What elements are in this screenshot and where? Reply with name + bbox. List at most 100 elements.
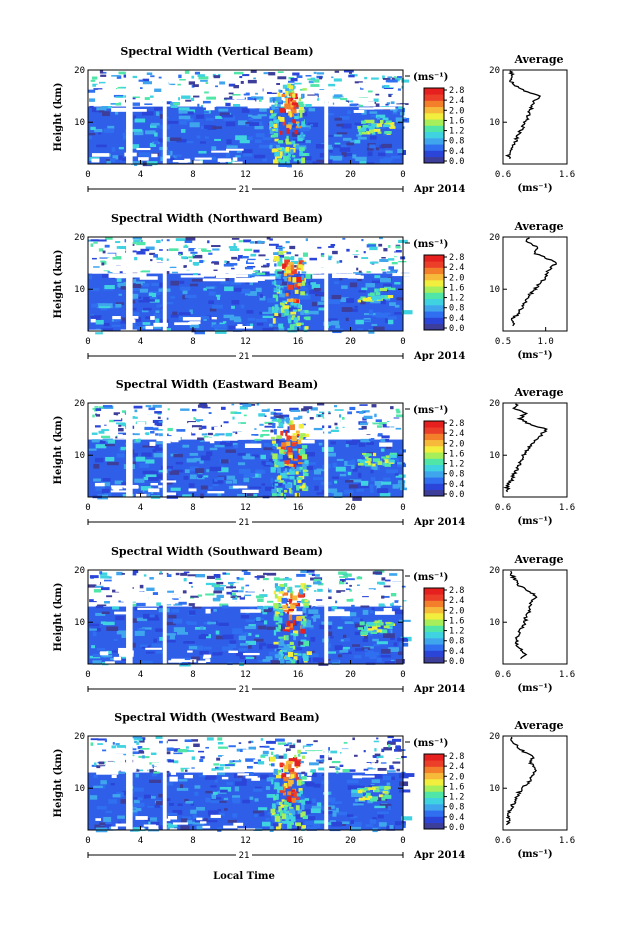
field-gap bbox=[207, 491, 225, 494]
field-gap bbox=[244, 596, 256, 601]
field-cell bbox=[346, 99, 349, 103]
spike-cell bbox=[291, 435, 297, 442]
field-cell bbox=[188, 256, 194, 259]
spike-cell bbox=[299, 781, 305, 785]
spike-cell bbox=[274, 156, 278, 162]
field-gap bbox=[384, 581, 402, 584]
data-gap-band bbox=[324, 237, 329, 331]
field-cell bbox=[296, 75, 303, 79]
x-tick-label: 20 bbox=[345, 337, 356, 347]
spike-cell bbox=[269, 123, 275, 127]
field-cell bbox=[102, 405, 113, 408]
average-profile-line bbox=[509, 570, 538, 660]
field-cell bbox=[259, 294, 263, 298]
field-cell bbox=[398, 619, 411, 622]
field-cell bbox=[386, 469, 398, 474]
field-cell bbox=[212, 791, 218, 795]
field-cell bbox=[141, 756, 150, 759]
field-cell bbox=[250, 70, 257, 73]
field-cell bbox=[331, 606, 338, 609]
field-cell bbox=[200, 756, 205, 759]
field-cell bbox=[201, 425, 207, 429]
field-gap bbox=[194, 603, 213, 607]
field-cell bbox=[341, 307, 353, 312]
field-cell bbox=[189, 122, 200, 128]
field-cell bbox=[364, 76, 368, 80]
spike-cell bbox=[292, 277, 297, 283]
field-cell bbox=[258, 254, 266, 258]
field-cell bbox=[214, 478, 218, 482]
spike-cell bbox=[279, 302, 283, 305]
field-cell bbox=[235, 652, 245, 657]
field-cell bbox=[326, 463, 331, 469]
field-cell bbox=[179, 78, 186, 81]
field-gap bbox=[184, 774, 193, 779]
field-cell bbox=[232, 441, 238, 446]
field-cell bbox=[369, 819, 377, 824]
field-gap bbox=[107, 265, 127, 271]
field-cell bbox=[352, 737, 355, 741]
field-gap bbox=[100, 651, 109, 656]
field-cell bbox=[225, 449, 236, 453]
avg-x-tick-label: 1.6 bbox=[559, 836, 575, 846]
blob-cell bbox=[365, 628, 373, 633]
field-cell bbox=[389, 602, 394, 606]
date-day-bg bbox=[236, 517, 252, 527]
field-cell bbox=[330, 750, 337, 754]
field-gap bbox=[294, 754, 307, 757]
field-cell bbox=[287, 742, 293, 745]
field-cell bbox=[217, 737, 223, 741]
field-cell bbox=[396, 768, 400, 772]
field-cell bbox=[225, 764, 235, 767]
field-cell bbox=[246, 765, 253, 769]
field-cell bbox=[362, 638, 369, 643]
spike-cell bbox=[289, 114, 294, 117]
average-frame bbox=[502, 236, 568, 332]
field-cell bbox=[150, 752, 157, 756]
field-gap bbox=[331, 417, 342, 420]
field-cell bbox=[387, 740, 392, 743]
field-cell bbox=[191, 328, 196, 333]
spike-cell bbox=[269, 128, 274, 134]
field-cell bbox=[94, 406, 98, 408]
field-gap bbox=[112, 316, 121, 320]
field-gap bbox=[320, 593, 337, 597]
field-cell bbox=[154, 107, 163, 111]
field-cell bbox=[254, 438, 262, 441]
field-cell bbox=[151, 282, 163, 287]
field-cell bbox=[211, 322, 217, 328]
field-cell bbox=[262, 327, 274, 331]
colorbar-segment bbox=[424, 489, 444, 497]
field-cell bbox=[133, 797, 138, 800]
field-cell bbox=[138, 738, 143, 741]
field-cell bbox=[292, 743, 296, 746]
colorbar-unit: (ms⁻¹) bbox=[413, 738, 448, 749]
field-cell bbox=[149, 95, 154, 98]
field-cell bbox=[268, 777, 274, 780]
field-cell bbox=[155, 825, 164, 830]
field-cell bbox=[344, 621, 354, 624]
field-gap bbox=[167, 268, 187, 271]
spike-cell bbox=[300, 625, 303, 632]
field-cell bbox=[228, 325, 236, 330]
field-cell bbox=[226, 586, 237, 589]
field-gap bbox=[402, 439, 412, 444]
field-cell bbox=[129, 751, 140, 755]
field-cell bbox=[190, 801, 195, 806]
field-cell bbox=[144, 432, 148, 435]
field-gap bbox=[205, 257, 214, 260]
field-cell bbox=[215, 115, 223, 119]
field-cell bbox=[149, 296, 158, 300]
field-cell bbox=[109, 650, 118, 653]
blob-cell bbox=[371, 131, 376, 135]
field-cell bbox=[309, 762, 319, 766]
field-gap bbox=[298, 254, 303, 260]
field-cell bbox=[279, 293, 285, 298]
field-cell bbox=[123, 753, 129, 756]
field-cell bbox=[90, 126, 96, 131]
field-gap bbox=[374, 611, 395, 615]
field-cell bbox=[192, 253, 195, 257]
spike-cell bbox=[275, 611, 280, 614]
field-cell bbox=[346, 248, 350, 252]
